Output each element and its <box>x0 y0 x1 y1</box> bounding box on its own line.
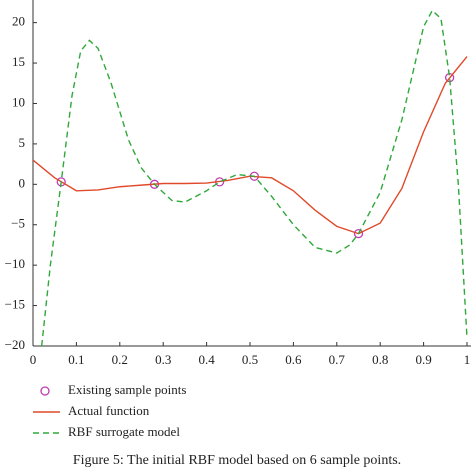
x-tick-label: 0.9 <box>415 352 431 367</box>
y-tick-label: 0 <box>19 175 26 190</box>
x-tick-label: 0.6 <box>285 352 302 367</box>
legend-marker <box>40 386 50 396</box>
legend-label: Actual function <box>68 403 150 418</box>
caption: Figure 5: The initial RBF model based on… <box>73 453 401 468</box>
legend-label: Existing sample points <box>68 382 186 397</box>
y-tick-label: 10 <box>12 94 25 109</box>
x-tick-label: 0.5 <box>242 352 258 367</box>
x-tick-label: 1 <box>464 352 471 367</box>
x-tick-label: 0.8 <box>372 352 388 367</box>
y-tick-label: −15 <box>5 297 25 312</box>
series-line <box>33 56 468 235</box>
y-tick-label: −20 <box>5 337 25 352</box>
x-tick-label: 0.3 <box>155 352 171 367</box>
x-tick-label: 0.7 <box>329 352 346 367</box>
series-line <box>40 9 468 346</box>
y-tick-label: 15 <box>12 54 25 69</box>
y-tick-label: −5 <box>11 216 25 231</box>
y-tick-label: 20 <box>12 14 25 29</box>
x-tick-label: 0.1 <box>68 352 84 367</box>
y-tick-label: −10 <box>5 256 25 271</box>
x-tick-label: 0.4 <box>198 352 215 367</box>
x-tick-label: 0.2 <box>112 352 128 367</box>
y-tick-label: 5 <box>19 135 26 150</box>
legend-label: RBF surrogate model <box>68 424 180 439</box>
sample-point <box>353 228 364 239</box>
x-tick-label: 0 <box>30 352 37 367</box>
